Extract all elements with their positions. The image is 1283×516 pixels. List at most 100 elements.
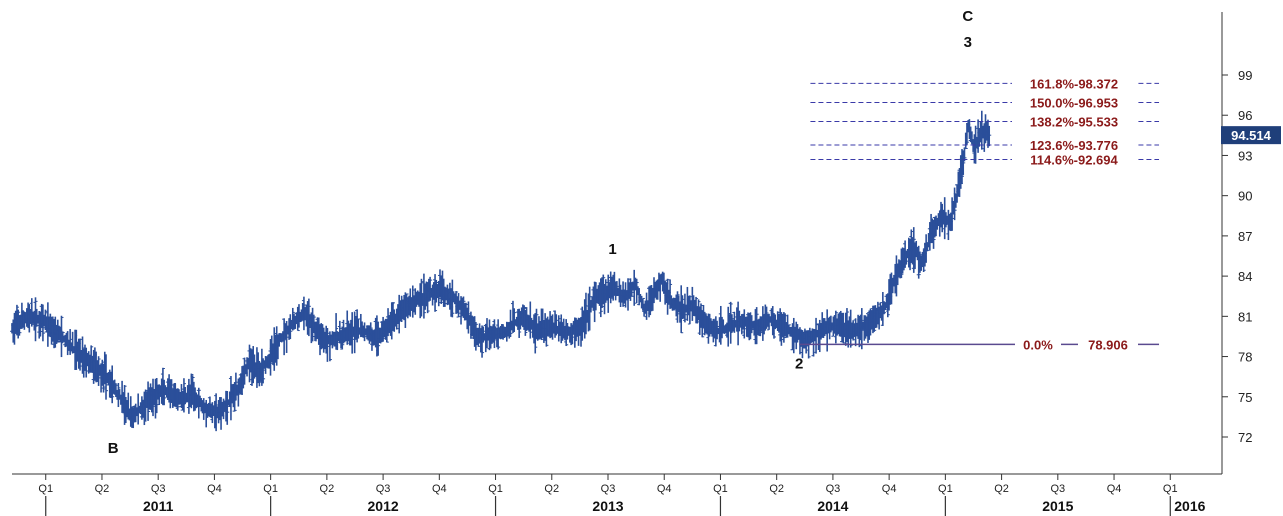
price-bar [68,329,73,355]
y-tick-label: 81 [1238,309,1252,324]
fib-level-label: 150.0%-96.953 [1030,95,1118,110]
price-bar [682,293,687,323]
y-tick-label: 72 [1238,430,1252,445]
price-bar [381,316,386,342]
price-bar [875,301,880,325]
fib-level-label: 114.6%-92.694 [1030,153,1118,168]
price-bar [96,356,101,386]
price-bar [668,279,673,309]
price-bar [878,302,883,319]
y-tick-label: 78 [1238,350,1252,365]
price-bar [421,273,426,319]
fib-level-label-bg [1012,75,1136,90]
fibonacci-levels: 161.8%-98.372 150.0%-96.953 138.2%-95.533 1… [810,75,1160,168]
price-bar [962,147,967,162]
price-bar [606,274,611,313]
price-bar [953,193,958,208]
price-bar [811,328,816,357]
price-bar [284,321,289,353]
price-bar [190,375,195,405]
year-label: 2011 [143,498,174,514]
price-bar [100,359,105,386]
price-bar [288,314,293,340]
fib-base-level: 0.0% 78.906 [799,336,1160,352]
price-bar [851,320,856,341]
price-bar [43,309,48,331]
price-bar [89,345,94,373]
price-bar [987,125,992,147]
price-bar [172,382,177,407]
quarter-tick-label: Q2 [544,483,559,495]
price-bar [679,285,684,334]
price-bar [175,388,180,411]
year-label: 2014 [817,498,848,514]
price-bar [841,312,846,344]
fib-level-label-bg [1012,151,1136,166]
price-bar [517,308,522,338]
fib-level-label-bg [1012,94,1136,109]
quarter-tick-label: Q2 [769,483,784,495]
quarter-tick-label: Q4 [882,483,897,495]
price-series [10,110,992,432]
year-label: 2012 [368,498,399,514]
price-bar [903,240,908,268]
wave-label: 2 [795,355,803,372]
quarter-tick-label: Q1 [488,483,503,495]
price-bar [771,313,776,339]
price-bar [335,331,340,351]
price-bar [183,386,188,405]
price-bar [859,308,864,350]
price-bar [55,319,60,343]
price-bar [473,321,478,351]
price-bar [101,363,106,393]
price-bar [242,357,247,385]
y-tick-label: 75 [1238,390,1252,405]
price-bar [848,309,853,348]
price-bar [729,314,734,334]
price-bar [857,315,862,348]
price-bar [160,367,165,406]
price-bar [437,269,442,298]
price-bar [394,308,399,330]
price-bar [463,302,468,321]
y-axis: 99 96 93 90 87 84 81 78 75 72 [1221,12,1252,474]
price-bar [952,187,957,221]
price-bar [963,132,968,150]
quarter-tick-label: Q3 [151,483,166,495]
quarter-tick-label: Q1 [263,483,278,495]
price-bar [545,316,550,337]
price-bar [181,378,186,413]
price-bar [700,309,705,338]
price-bar [961,150,966,175]
price-bar [110,365,115,404]
price-bar [232,382,237,412]
price-bar [775,311,780,331]
price-bar [940,203,945,233]
y-tick-label: 90 [1238,189,1252,204]
price-bar [189,373,194,409]
price-bar [960,149,965,184]
y-tick-label: 87 [1238,229,1252,244]
price-bar [454,291,459,314]
price-bar [911,227,916,273]
price-bar [419,278,424,317]
price-bar [726,306,731,347]
price-bar [883,302,888,311]
wave-label: 1 [608,241,616,258]
price-bar [40,304,45,342]
price-bar [116,383,121,408]
price-bar [786,324,791,335]
price-bar [539,308,544,341]
fib-level-label-bg [1012,113,1136,128]
price-bar [154,377,159,414]
base-level-value: 78.906 [1088,337,1128,352]
price-bar [78,338,83,371]
price-bar [492,319,497,349]
price-bar [122,385,127,425]
quarter-tick-label: Q3 [1050,483,1065,495]
price-bar [632,269,637,306]
quarter-tick-label: Q1 [938,483,953,495]
price-bar [214,393,219,432]
fib-level-label: 138.2%-95.533 [1030,114,1118,129]
price-bar [696,299,701,321]
